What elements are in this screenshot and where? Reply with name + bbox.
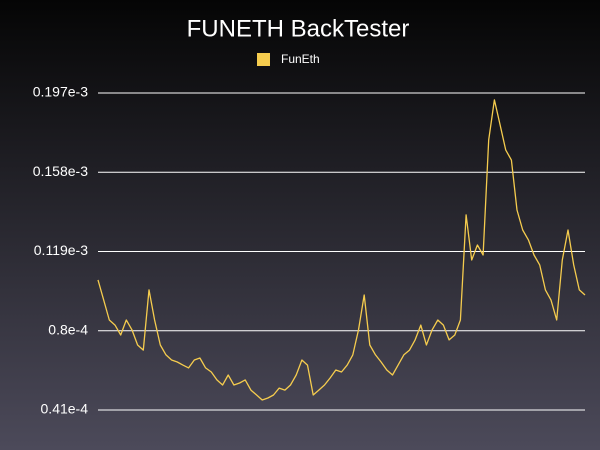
data-line <box>97 99 586 401</box>
legend-swatch <box>257 53 270 66</box>
legend-label: FunEth <box>281 52 320 66</box>
y-tick-label: 0.119e-3 <box>34 242 88 258</box>
y-tick-label: 0.41e-4 <box>41 401 89 417</box>
y-tick-label: 0.197e-3 <box>33 84 88 100</box>
y-tick-label: 0.8e-4 <box>48 321 88 337</box>
y-tick-label: 0.158e-3 <box>33 163 88 179</box>
chart-title: FUNETH BackTester <box>187 15 410 42</box>
